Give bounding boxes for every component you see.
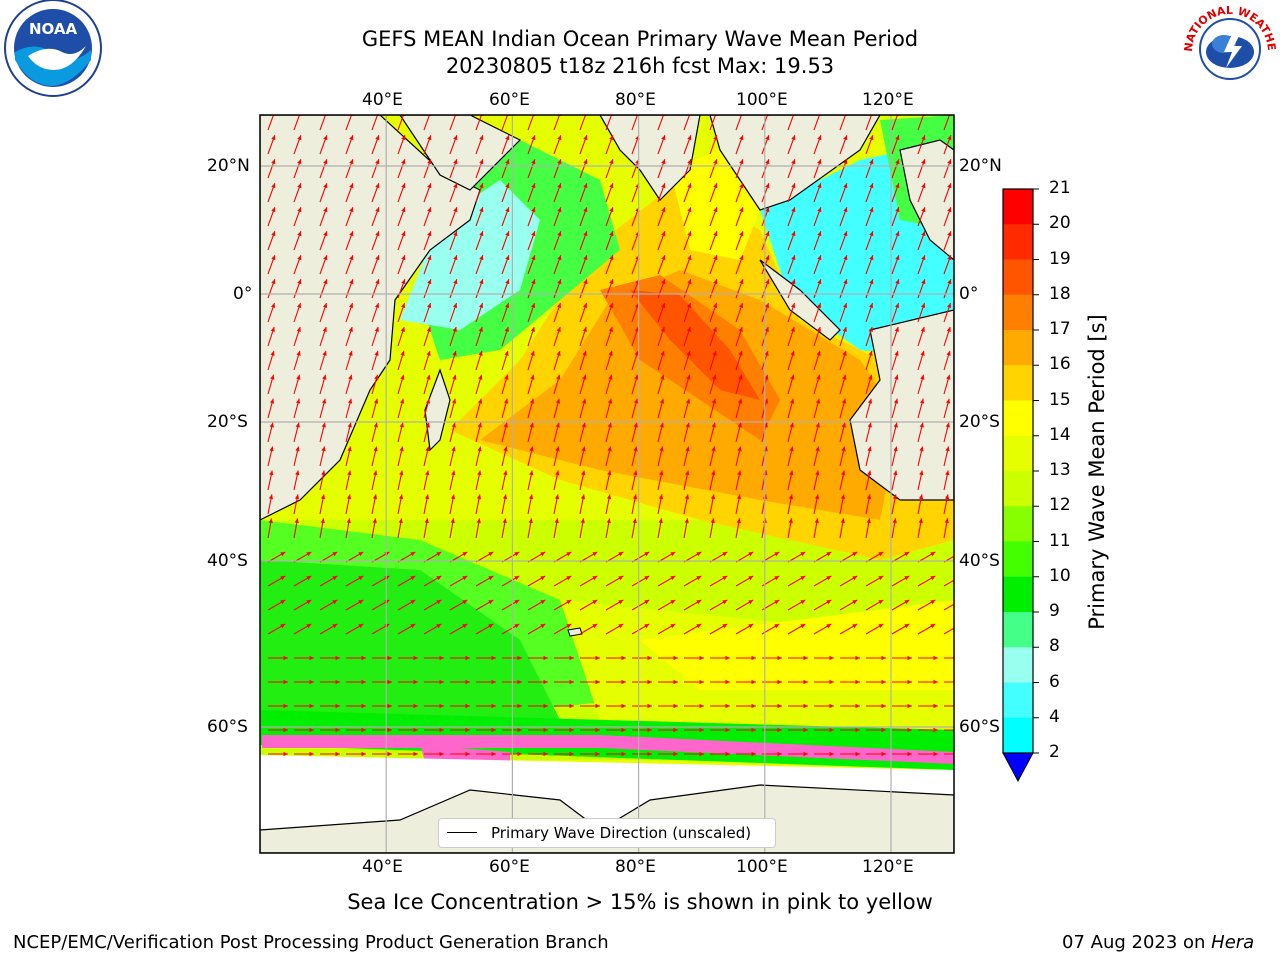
lat-tick-left-40s: 40°S xyxy=(207,551,248,571)
legend-label: Primary Wave Direction (unscaled) xyxy=(491,819,751,847)
colorbar-tick-label: 12 xyxy=(1049,495,1071,515)
colorbar-segment xyxy=(1003,436,1033,472)
map-legend: Primary Wave Direction (unscaled) xyxy=(438,818,776,848)
map-field xyxy=(260,111,964,853)
lat-tick-right-20s: 20°S xyxy=(959,412,1000,432)
colorbar-tick-label: 14 xyxy=(1049,425,1071,445)
lon-tick-top-120e: 120°E xyxy=(862,90,914,110)
colorbar-segment xyxy=(1003,189,1033,225)
footer-host: Hera xyxy=(1211,932,1254,953)
colorbar-tick-label: 8 xyxy=(1049,636,1060,656)
colorbar-tick-label: 13 xyxy=(1049,460,1071,480)
lon-tick-top-100e: 100°E xyxy=(736,90,788,110)
colorbar-segment xyxy=(1003,683,1033,719)
lat-tick-right-40s: 40°S xyxy=(959,551,1000,571)
footer-date-text: 07 Aug 2023 on xyxy=(1062,932,1211,953)
colorbar-tick-label: 10 xyxy=(1049,566,1071,586)
colorbar-tick-label: 18 xyxy=(1049,284,1071,304)
colorbar-tick-label: 19 xyxy=(1049,249,1071,269)
colorbar-segment xyxy=(1003,647,1033,683)
colorbar-tick-label: 15 xyxy=(1049,390,1071,410)
colorbar-tick-label: 17 xyxy=(1049,319,1071,339)
colorbar-segment xyxy=(1003,542,1033,578)
legend-line-swatch xyxy=(447,832,477,833)
colorbar-segment xyxy=(1003,506,1033,542)
footer-date: 07 Aug 2023 on Hera xyxy=(1062,932,1254,953)
colorbar-tick-label: 20 xyxy=(1049,213,1071,233)
colorbar-segment xyxy=(1003,718,1033,754)
colorbar-segment xyxy=(1003,330,1033,366)
colorbar-segment xyxy=(1003,471,1033,507)
colorbar-segment xyxy=(1003,612,1033,648)
footer-org: NCEP/EMC/Verification Post Processing Pr… xyxy=(13,932,609,953)
colorbar-segment xyxy=(1003,365,1033,401)
colorbar-label: Primary Wave Mean Period [s] xyxy=(1085,314,1109,630)
lat-tick-left-60s: 60°S xyxy=(207,717,248,737)
lon-tick-bottom-40e: 40°E xyxy=(362,857,403,877)
lon-tick-bottom-100e: 100°E xyxy=(736,857,788,877)
lon-tick-bottom-80e: 80°E xyxy=(615,857,656,877)
colorbar-extend-arrow xyxy=(1003,753,1033,781)
lon-tick-top-80e: 80°E xyxy=(615,90,656,110)
sea-ice-caption: Sea Ice Concentration > 15% is shown in … xyxy=(0,890,1280,914)
colorbar-segment xyxy=(1003,260,1033,296)
colorbar-tick-label: 6 xyxy=(1049,672,1060,692)
lat-tick-left-20n: 20°N xyxy=(207,156,250,176)
colorbar-tick-label: 9 xyxy=(1049,601,1060,621)
lon-tick-bottom-120e: 120°E xyxy=(862,857,914,877)
colorbar-segment xyxy=(1003,401,1033,437)
lon-tick-top-40e: 40°E xyxy=(362,90,403,110)
lat-tick-left-20s: 20°S xyxy=(207,412,248,432)
colorbar-segment xyxy=(1003,224,1033,260)
lat-tick-right-20n: 20°N xyxy=(959,156,1002,176)
colorbar-segment xyxy=(1003,577,1033,613)
lon-tick-bottom-60e: 60°E xyxy=(489,857,530,877)
colorbar xyxy=(1003,189,1039,781)
colorbar-tick-label: 16 xyxy=(1049,354,1071,374)
colorbar-tick-label: 11 xyxy=(1049,531,1071,551)
colorbar-tick-label: 2 xyxy=(1049,742,1060,762)
lon-tick-top-60e: 60°E xyxy=(489,90,530,110)
colorbar-tick-label: 21 xyxy=(1049,178,1071,198)
lat-tick-right-60s: 60°S xyxy=(959,717,1000,737)
lat-tick-left-0: 0° xyxy=(233,284,252,304)
lat-tick-right-0: 0° xyxy=(959,284,978,304)
colorbar-tick-label: 4 xyxy=(1049,707,1060,727)
colorbar-segment xyxy=(1003,295,1033,331)
